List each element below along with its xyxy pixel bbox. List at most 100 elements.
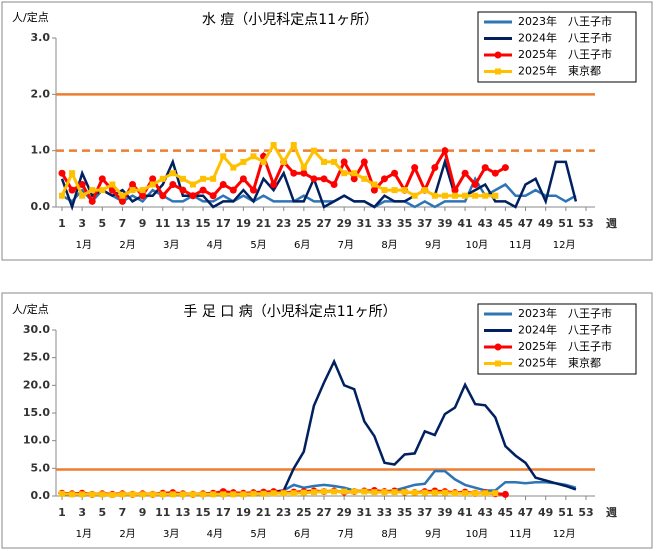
point xyxy=(250,490,257,497)
point xyxy=(270,142,277,149)
point xyxy=(461,169,469,177)
point xyxy=(340,158,348,166)
point xyxy=(330,180,338,188)
point xyxy=(492,192,499,199)
y-tick-label: 15.0 xyxy=(23,406,50,419)
month-label: 7月 xyxy=(338,239,354,251)
point xyxy=(472,192,479,199)
point xyxy=(270,180,278,188)
x-tick-label: 3 xyxy=(78,217,86,230)
month-label: 3月 xyxy=(163,239,179,251)
month-label: 8月 xyxy=(381,239,397,251)
point xyxy=(159,491,166,498)
x-tick-label: 33 xyxy=(377,506,392,519)
x-tick-label: 27 xyxy=(316,217,331,230)
x-tick-label: 25 xyxy=(296,217,311,230)
x-tick-label: 17 xyxy=(216,217,231,230)
point xyxy=(351,488,358,495)
point xyxy=(69,491,76,498)
point xyxy=(79,192,86,199)
point xyxy=(320,175,328,183)
point xyxy=(200,491,207,498)
point xyxy=(119,192,126,199)
point xyxy=(491,169,499,177)
point xyxy=(401,489,408,496)
point xyxy=(482,490,489,497)
point xyxy=(481,164,489,172)
month-label: 3月 xyxy=(163,528,179,540)
point xyxy=(179,186,187,194)
x-tick-label: 21 xyxy=(256,217,271,230)
x-axis-label: 週 xyxy=(606,505,617,519)
point xyxy=(200,175,207,182)
x-tick-label: 23 xyxy=(276,217,291,230)
point xyxy=(300,169,308,177)
point xyxy=(441,192,448,199)
point xyxy=(341,488,348,495)
point xyxy=(371,489,378,496)
point xyxy=(149,491,156,498)
point xyxy=(179,175,186,182)
x-tick-label: 35 xyxy=(397,506,412,519)
x-tick-label: 9 xyxy=(139,506,147,519)
point xyxy=(58,169,66,177)
y-tick-label: 25.0 xyxy=(23,351,50,364)
x-tick-label: 1 xyxy=(58,506,66,519)
month-label: 6月 xyxy=(294,239,310,251)
point xyxy=(391,489,398,496)
legend-marker xyxy=(494,51,502,59)
point xyxy=(190,491,196,498)
point xyxy=(421,489,428,496)
y-tick-label: 10.0 xyxy=(23,434,50,447)
point xyxy=(501,164,509,172)
series-line xyxy=(61,358,577,496)
x-tick-label: 7 xyxy=(119,506,127,519)
point xyxy=(381,187,388,194)
point xyxy=(331,158,338,165)
point xyxy=(310,489,317,496)
point xyxy=(159,175,166,182)
month-label: 11月 xyxy=(509,528,532,540)
point xyxy=(381,489,388,496)
y-tick-label: 0.0 xyxy=(31,200,51,213)
point xyxy=(360,158,368,166)
y-tick-label: 0.0 xyxy=(31,489,51,502)
point xyxy=(421,187,428,194)
point xyxy=(219,180,227,188)
x-tick-label: 27 xyxy=(316,506,331,519)
point xyxy=(451,186,459,194)
x-tick-label: 19 xyxy=(236,506,251,519)
x-tick-label: 31 xyxy=(357,506,372,519)
point xyxy=(452,192,458,199)
legend-label: 2025年 八王子市 xyxy=(518,47,612,61)
point xyxy=(472,490,479,497)
month-label: 1月 xyxy=(76,239,92,251)
point xyxy=(119,491,126,498)
legend-label: 2024年 八王子市 xyxy=(518,323,612,337)
point xyxy=(239,175,247,183)
legend-marker xyxy=(494,343,502,351)
point xyxy=(190,181,196,188)
point xyxy=(139,187,146,194)
point xyxy=(118,197,126,205)
point xyxy=(149,175,157,183)
x-tick-label: 35 xyxy=(397,217,412,230)
x-tick-label: 1 xyxy=(58,217,66,230)
point xyxy=(179,491,186,498)
point xyxy=(210,175,217,182)
point xyxy=(411,164,419,172)
point xyxy=(79,491,86,498)
point xyxy=(59,192,65,199)
point xyxy=(129,187,136,194)
point xyxy=(462,192,469,199)
x-tick-label: 51 xyxy=(558,506,573,519)
point xyxy=(290,169,298,177)
point xyxy=(69,170,76,177)
point xyxy=(89,187,96,194)
x-tick-label: 13 xyxy=(175,217,190,230)
point xyxy=(401,187,408,194)
point xyxy=(210,491,217,498)
point xyxy=(169,170,176,177)
x-tick-label: 39 xyxy=(437,506,452,519)
point xyxy=(240,158,247,165)
